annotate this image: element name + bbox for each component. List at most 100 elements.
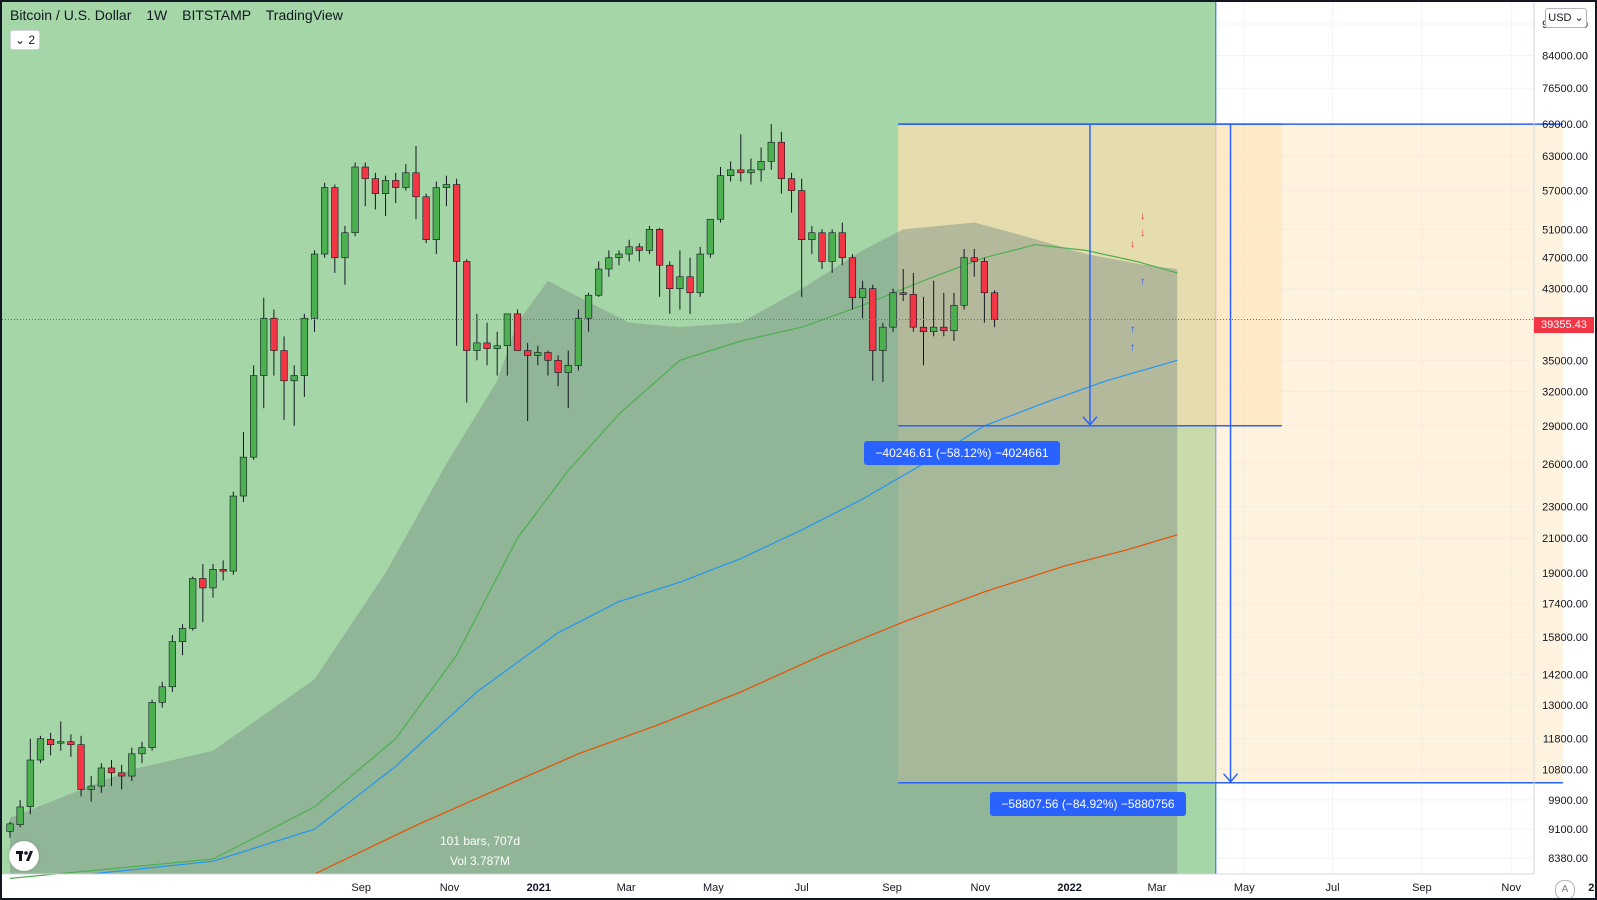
price-tick-label: 23000.00	[1542, 501, 1588, 513]
candle-body	[777, 141, 785, 179]
candle-body	[392, 180, 400, 188]
signal-up-icon: ↑	[1140, 276, 1146, 288]
candle-body	[544, 352, 552, 361]
candle	[229, 491, 237, 575]
candle	[361, 162, 369, 207]
candle-body	[493, 345, 501, 349]
price-tick-label: 35000.00	[1542, 355, 1588, 367]
ema-blue-line	[91, 359, 1178, 875]
candle	[290, 365, 298, 426]
candle-body	[909, 294, 917, 328]
candle	[919, 296, 928, 366]
candle-body	[26, 759, 34, 807]
candle-body	[260, 317, 268, 376]
exchange-label: BITSTAMP	[182, 7, 252, 23]
candle	[209, 563, 217, 598]
price-tick-label: 84000.00	[1542, 51, 1588, 63]
candle-body	[990, 292, 999, 320]
candle	[524, 342, 532, 422]
interval-label: 1W	[146, 7, 168, 23]
short-range-label[interactable]: −40246.61 (−58.12%) −4024661	[864, 441, 1060, 465]
candle-body	[625, 246, 633, 255]
candle	[36, 735, 45, 764]
candle-body	[930, 326, 938, 333]
candle	[168, 634, 177, 692]
symbol-name: Bitcoin / U.S. Dollar	[10, 7, 132, 23]
candle	[473, 313, 481, 361]
candle-body	[483, 342, 491, 349]
price-range-arrow-head	[1222, 773, 1239, 783]
candle	[148, 699, 156, 751]
signal-down-icon: ↓	[1130, 238, 1136, 250]
candle-body	[879, 326, 887, 351]
candle	[463, 259, 471, 403]
candle	[371, 172, 380, 210]
candle	[645, 225, 654, 255]
symbol-header[interactable]: Bitcoin / U.S. Dollar 1W BITSTAMP Tradin…	[10, 7, 354, 23]
candle-body	[118, 772, 126, 777]
indicators-collapse-button[interactable]: ⌄ 2	[10, 30, 40, 50]
time-tick-label: 2021	[527, 882, 551, 894]
candle	[280, 336, 288, 420]
auto-scale-button[interactable]: A	[1555, 880, 1575, 898]
candle	[77, 735, 85, 797]
candle	[787, 172, 796, 213]
candle	[757, 147, 765, 182]
candle-body	[919, 326, 928, 333]
candle	[970, 248, 978, 277]
price-range-lines[interactable]	[898, 123, 1563, 784]
candle	[737, 134, 745, 182]
signal-down-icon: ↓	[1140, 210, 1146, 222]
candle-body	[716, 175, 725, 220]
candle-body	[747, 169, 755, 174]
candle	[158, 681, 166, 708]
candle	[655, 227, 664, 297]
candle-body	[838, 232, 846, 259]
candle-body	[574, 317, 582, 366]
long-range-label[interactable]: −58807.56 (−84.92%) −5880756	[990, 792, 1186, 816]
candle	[980, 257, 988, 323]
candle-body	[270, 317, 278, 351]
price-tick-label: 63000.00	[1542, 151, 1588, 163]
candle-body	[666, 264, 674, 289]
candle	[615, 250, 623, 266]
candle-body	[6, 823, 14, 832]
candle-body	[300, 317, 308, 376]
price-tick-label: 14200.00	[1542, 669, 1588, 681]
candle-body	[229, 495, 237, 572]
candle	[574, 309, 582, 371]
candles	[6, 124, 999, 838]
candle-body	[77, 744, 85, 790]
candle-body	[554, 360, 562, 373]
time-tick-label: Nov	[971, 882, 991, 894]
candle-body	[412, 172, 420, 198]
candle-body	[584, 294, 593, 319]
candle	[838, 222, 846, 266]
candle	[605, 250, 613, 277]
candle-body	[209, 569, 217, 589]
candle	[300, 313, 308, 398]
price-tick-label: 19000.00	[1542, 568, 1588, 580]
candle	[402, 164, 410, 191]
candle-body	[706, 218, 714, 255]
candle	[178, 624, 187, 656]
candle	[351, 162, 359, 237]
time-tick-label: May	[703, 882, 724, 894]
candle-body	[727, 169, 735, 176]
candle	[483, 322, 491, 366]
currency-button[interactable]: USD ⌄	[1545, 8, 1587, 28]
time-tick-label: Sep	[1412, 882, 1432, 894]
signal-arrows: ↓ ↓ ↓ ↑ ↑ ↑	[1130, 210, 1146, 353]
candle-body	[351, 166, 359, 234]
candle-body	[97, 767, 105, 787]
candle-body	[950, 304, 958, 332]
candle-body	[178, 628, 187, 642]
candle-body	[87, 785, 95, 790]
candle	[940, 292, 948, 337]
time-tick-label: Mar	[1147, 882, 1166, 894]
tradingview-logo[interactable]	[9, 841, 39, 871]
candle-body	[970, 257, 978, 262]
candle-body	[452, 184, 461, 262]
candle	[503, 313, 511, 376]
